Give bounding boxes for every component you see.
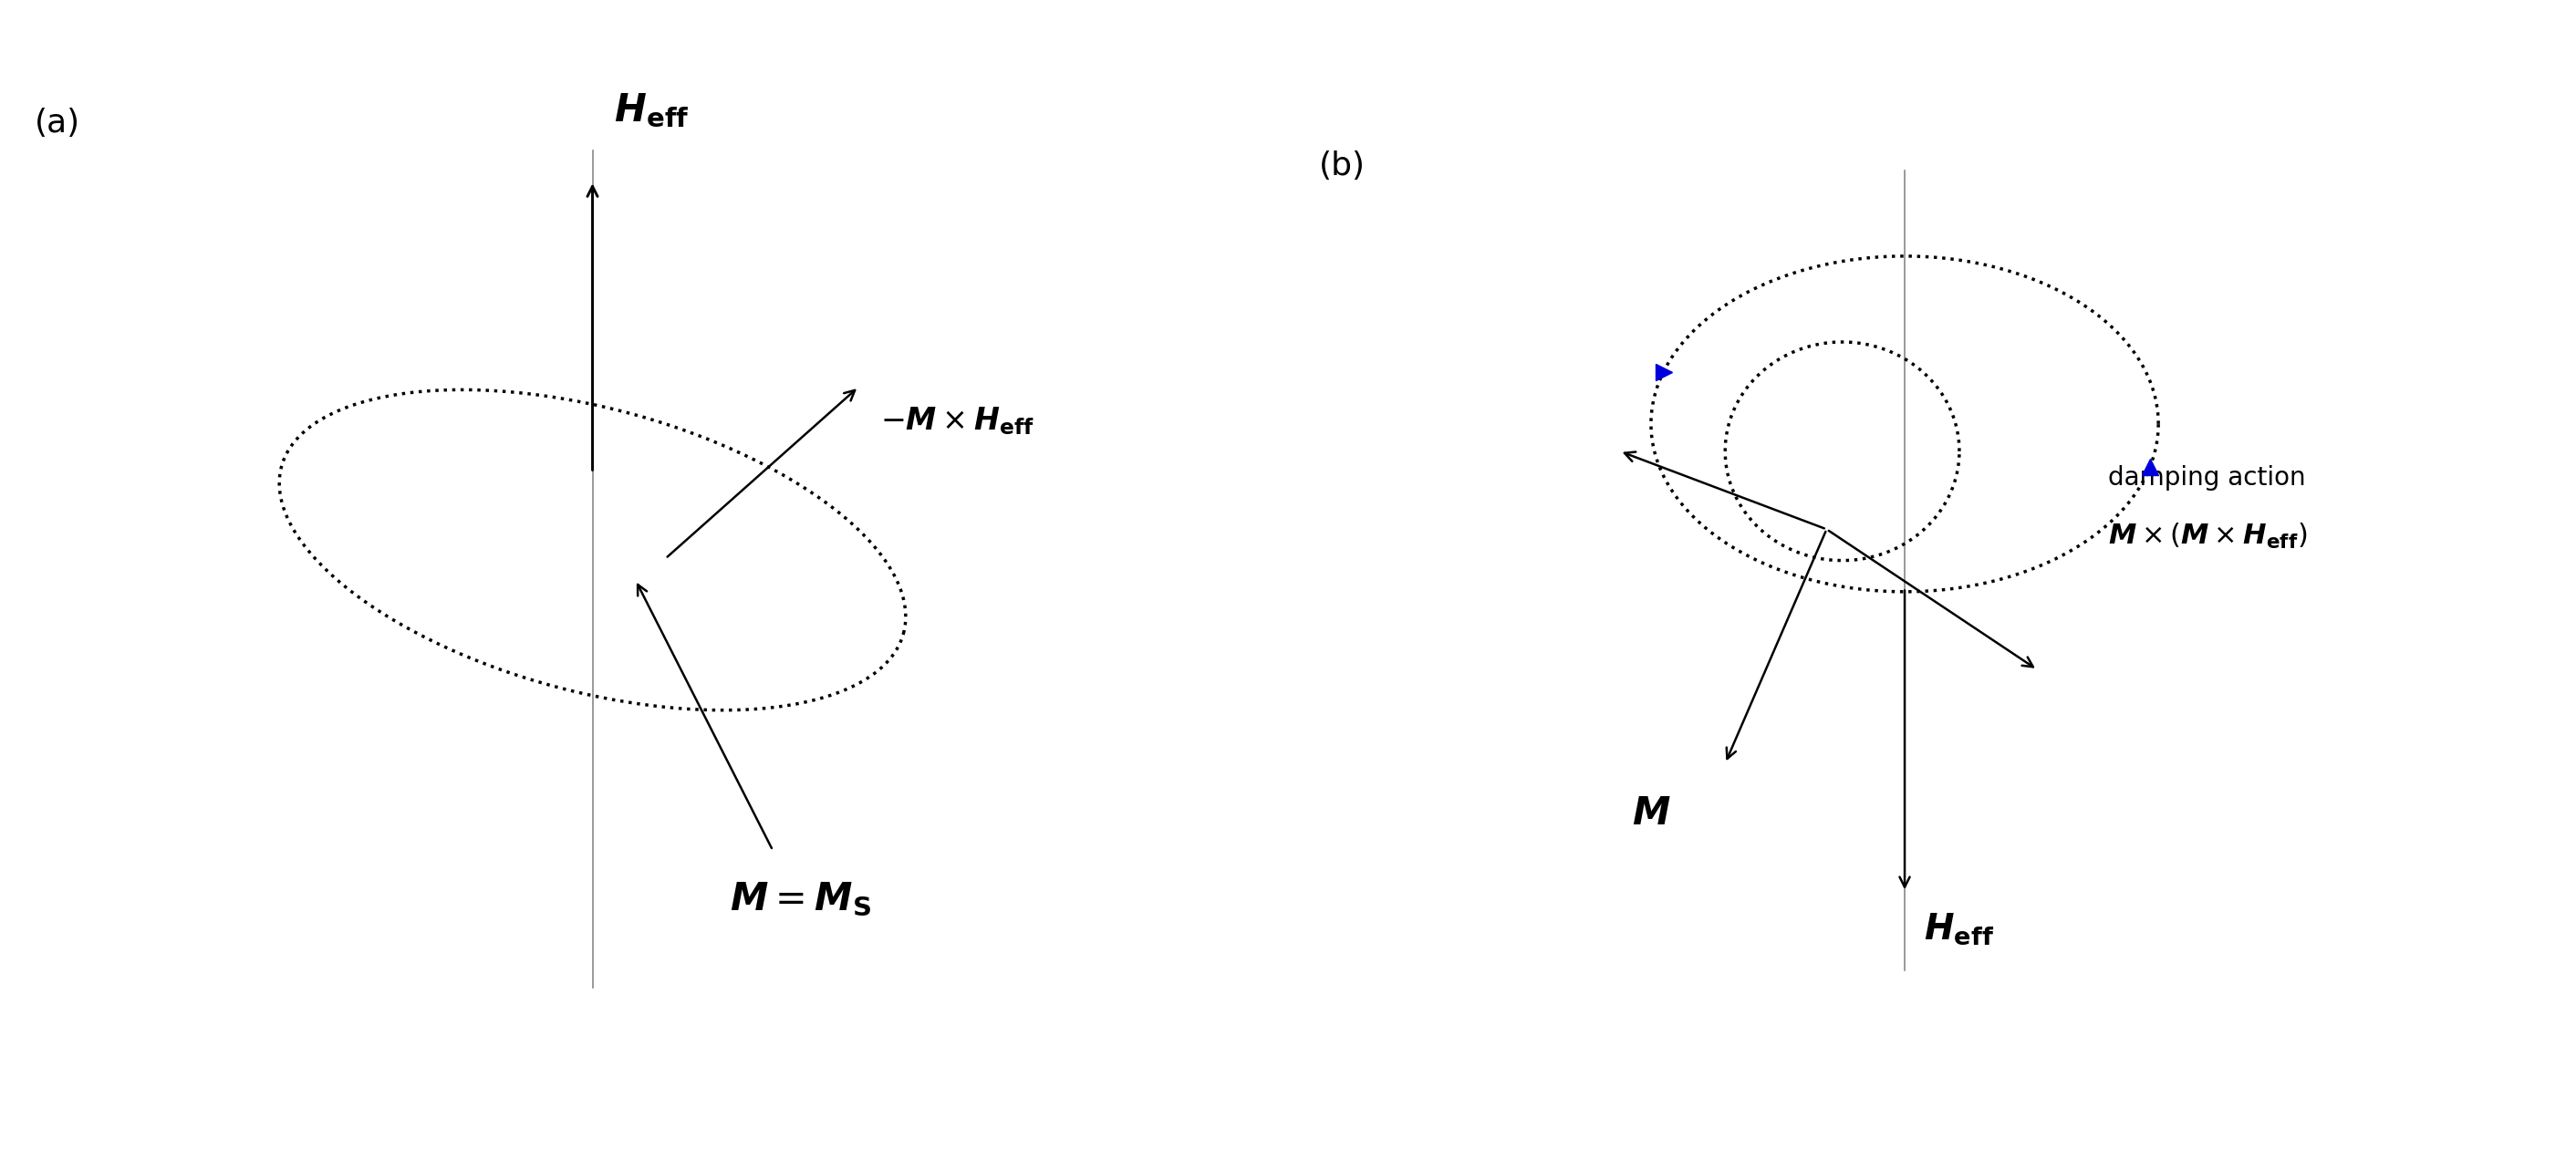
Text: (a): (a) xyxy=(33,108,80,139)
Text: $\boldsymbol{M}$: $\boldsymbol{M}$ xyxy=(1631,795,1669,833)
Text: $-\boldsymbol{M}\times\boldsymbol{H}_{\mathbf{eff}}$: $-\boldsymbol{M}\times\boldsymbol{H}_{\m… xyxy=(881,405,1033,437)
Text: $\boldsymbol{M}=\boldsymbol{M}_{\mathbf{S}}$: $\boldsymbol{M}=\boldsymbol{M}_{\mathbf{… xyxy=(729,880,871,919)
Text: $\boldsymbol{H}_{\mathbf{eff}}$: $\boldsymbol{H}_{\mathbf{eff}}$ xyxy=(613,90,690,129)
Text: damping action: damping action xyxy=(2107,465,2306,491)
Text: (b): (b) xyxy=(1319,151,1365,182)
Text: $\boldsymbol{M}\times(\boldsymbol{M}\times\boldsymbol{H}_{\mathbf{eff}})$: $\boldsymbol{M}\times(\boldsymbol{M}\tim… xyxy=(2107,522,2308,551)
Text: $\boldsymbol{H}_{\mathbf{eff}}$: $\boldsymbol{H}_{\mathbf{eff}}$ xyxy=(1924,912,1994,947)
